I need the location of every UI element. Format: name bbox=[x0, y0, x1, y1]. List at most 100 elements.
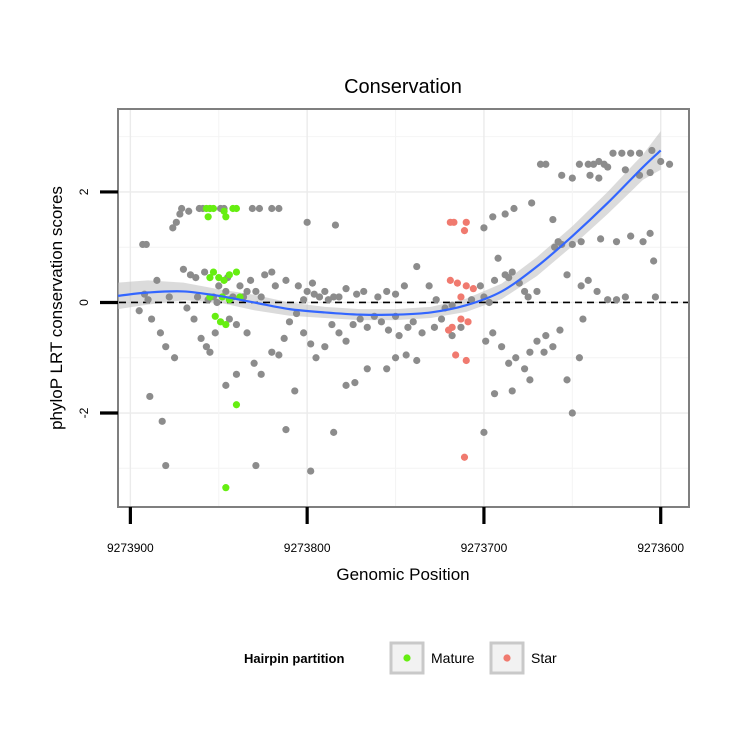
data-point-other bbox=[480, 224, 488, 232]
x-tick-label: 9273700 bbox=[461, 541, 508, 555]
data-point-other bbox=[280, 334, 288, 343]
data-point-other bbox=[618, 149, 626, 157]
data-point-other bbox=[353, 290, 361, 298]
data-point-other bbox=[467, 296, 476, 304]
y-tick-label: 0 bbox=[77, 299, 91, 306]
data-point-other bbox=[494, 254, 502, 262]
data-point-mature bbox=[209, 204, 218, 213]
data-point-other bbox=[528, 199, 536, 207]
data-point-other bbox=[275, 204, 283, 213]
data-point-other bbox=[586, 171, 594, 179]
data-point-other bbox=[193, 293, 202, 301]
data-point-other bbox=[307, 340, 315, 348]
y-tick-label: 2 bbox=[77, 188, 91, 195]
data-point-other bbox=[236, 282, 244, 290]
data-point-other bbox=[409, 318, 417, 326]
legend-swatch-star bbox=[503, 654, 511, 662]
confidence-ribbon-layer bbox=[118, 131, 661, 321]
data-point-star bbox=[446, 276, 454, 284]
data-point-other bbox=[349, 320, 357, 329]
data-point-other bbox=[360, 287, 368, 296]
data-point-other bbox=[490, 390, 499, 398]
data-point-mature bbox=[232, 268, 241, 276]
data-point-other bbox=[512, 354, 520, 362]
data-point-other bbox=[165, 293, 173, 301]
data-point-other bbox=[425, 282, 433, 290]
x-axis-title: Genomic Position bbox=[336, 565, 469, 584]
data-point-other bbox=[563, 376, 571, 384]
data-point-other bbox=[252, 287, 260, 296]
data-point-other bbox=[331, 221, 340, 229]
data-point-other bbox=[621, 166, 629, 174]
data-point-mature bbox=[225, 271, 233, 279]
data-point-other bbox=[147, 315, 156, 323]
data-point-other bbox=[646, 229, 654, 237]
data-point-other bbox=[342, 381, 350, 389]
data-point-star bbox=[452, 351, 460, 359]
data-point-other bbox=[156, 329, 165, 337]
data-point-other bbox=[252, 461, 260, 470]
data-point-other bbox=[489, 213, 497, 221]
data-point-other bbox=[542, 332, 550, 340]
data-point-other bbox=[563, 271, 571, 279]
data-point-other bbox=[321, 287, 329, 296]
data-point-other bbox=[153, 276, 161, 284]
data-point-other bbox=[324, 296, 332, 304]
data-point-other bbox=[190, 315, 198, 323]
data-point-mature bbox=[211, 312, 219, 320]
data-point-other bbox=[321, 343, 329, 351]
data-point-other bbox=[248, 204, 256, 213]
legend-swatch-mature bbox=[403, 654, 411, 662]
data-point-other bbox=[261, 271, 269, 279]
data-point-mature bbox=[209, 268, 218, 276]
data-point-other bbox=[271, 282, 279, 290]
data-point-other bbox=[536, 160, 545, 168]
data-point-other bbox=[292, 309, 301, 318]
data-point-other bbox=[627, 232, 635, 240]
data-point-other bbox=[275, 351, 283, 359]
data-point-other bbox=[489, 329, 497, 337]
data-point-other bbox=[646, 168, 654, 177]
data-point-mature bbox=[216, 318, 225, 326]
data-point-other bbox=[526, 376, 534, 384]
data-point-other bbox=[315, 293, 324, 301]
data-point-other bbox=[568, 409, 576, 417]
y-axis: 2 0 -2 bbox=[77, 188, 118, 418]
data-point-other bbox=[604, 163, 612, 171]
data-point-other bbox=[402, 351, 410, 359]
data-point-other bbox=[508, 387, 516, 395]
data-point-other bbox=[197, 334, 205, 343]
data-point-other bbox=[303, 287, 311, 296]
data-point-other bbox=[520, 287, 529, 296]
data-point-other bbox=[162, 461, 170, 470]
data-point-other bbox=[485, 298, 493, 307]
data-point-other bbox=[356, 315, 364, 323]
plot-border bbox=[117, 108, 690, 508]
data-point-other bbox=[243, 287, 251, 296]
data-point-other bbox=[418, 329, 426, 337]
data-point-star bbox=[469, 285, 477, 293]
gridlines bbox=[119, 110, 688, 506]
x-axis: 9273900 9273800 9273700 9273600 bbox=[107, 507, 684, 555]
data-point-other bbox=[383, 365, 391, 373]
data-point-other bbox=[225, 315, 233, 323]
data-point-other bbox=[144, 296, 152, 304]
data-point-other bbox=[400, 282, 408, 290]
legend-label-star: Star bbox=[531, 650, 557, 666]
data-point-other bbox=[391, 290, 400, 298]
data-point-other bbox=[211, 329, 219, 337]
data-point-other bbox=[430, 323, 439, 331]
data-point-other bbox=[257, 370, 265, 378]
data-point-other bbox=[307, 467, 315, 475]
data-point-other bbox=[648, 146, 656, 155]
data-point-other bbox=[650, 257, 658, 265]
data-point-other bbox=[621, 293, 629, 301]
data-point-star bbox=[460, 453, 469, 461]
data-point-other bbox=[437, 315, 446, 323]
data-point-other bbox=[575, 354, 583, 362]
data-point-other bbox=[285, 318, 294, 326]
data-point-other bbox=[268, 268, 276, 276]
data-point-other bbox=[575, 160, 583, 168]
data-point-other bbox=[413, 356, 421, 365]
data-point-other bbox=[505, 273, 513, 282]
